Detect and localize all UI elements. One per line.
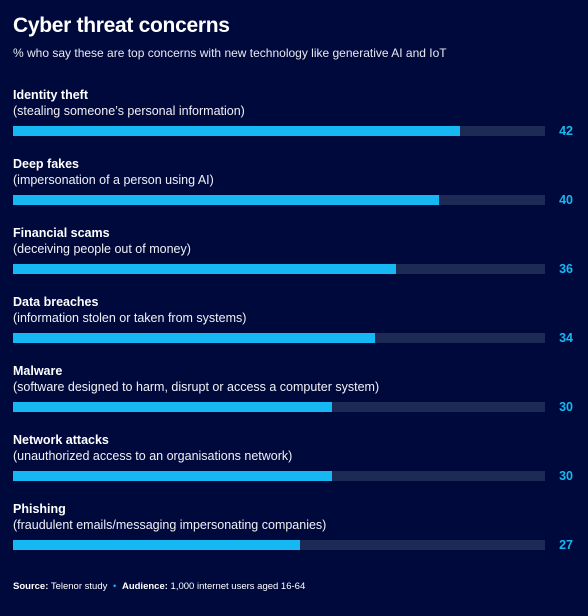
category-label: Financial scams [13, 226, 110, 240]
category-description: (stealing someone’s personal information… [13, 104, 245, 118]
bar-track [13, 540, 545, 550]
chart-subtitle: % who say these are top concerns with ne… [13, 46, 447, 60]
audience-label: Audience: [121, 581, 168, 592]
bar-value-label: 27 [559, 538, 573, 552]
category-label: Deep fakes [13, 157, 80, 171]
bar [13, 264, 397, 274]
bar-track [13, 333, 545, 343]
bar [13, 195, 439, 205]
audience-text: 1,000 internet users aged 16-64 [170, 581, 306, 592]
bar-item: Network attacks (unauthorized access to a… [13, 433, 573, 483]
bar [13, 471, 333, 481]
bar [13, 333, 375, 343]
chart-title: Cyber threat concerns [13, 14, 230, 37]
bar-value-label: 34 [559, 331, 573, 345]
bar-track [13, 471, 545, 481]
category-label: Phishing [13, 502, 66, 516]
source-label: Source: [13, 581, 49, 592]
category-label: Data breaches [13, 295, 99, 309]
bar-track [13, 126, 545, 136]
bar [13, 540, 301, 550]
bar-item: Financial scams (deceiving people out of … [13, 226, 573, 276]
bar-item: Deep fakes (impersonation of a person usi… [13, 157, 573, 207]
bar-value-label: 42 [559, 124, 573, 138]
footer-separator: • [113, 581, 117, 592]
category-description: (fraudulent emails/messaging impersonati… [13, 518, 327, 532]
bar-item: Phishing (fraudulent emails/messaging imp… [13, 502, 573, 552]
chart-footer: Source: Telenor study • Audience: 1,000 … [13, 581, 305, 592]
bar-item: Malware (software designed to harm, disru… [13, 364, 573, 414]
category-description: (unauthorized access to an organisations… [13, 449, 293, 463]
bar-value-label: 40 [559, 193, 573, 207]
bar-track [13, 195, 545, 205]
bar-value-label: 30 [559, 469, 573, 483]
category-description: (impersonation of a person using AI) [13, 173, 214, 187]
category-description: (software designed to harm, disrupt or a… [13, 380, 380, 394]
category-label: Malware [13, 364, 63, 378]
category-description: (information stolen or taken from system… [13, 311, 247, 325]
bar [13, 126, 460, 136]
bar-item: Identity theft (stealing someone’s person… [13, 88, 573, 138]
bar-value-label: 30 [559, 400, 573, 414]
category-label: Network attacks [13, 433, 109, 447]
category-description: (deceiving people out of money) [13, 242, 191, 256]
category-label: Identity theft [13, 88, 88, 102]
bar [13, 402, 333, 412]
bar-track [13, 402, 545, 412]
bar-value-label: 36 [559, 262, 573, 276]
source-text: Telenor study [50, 581, 108, 592]
bar-item: Data breaches (information stolen or take… [13, 295, 573, 345]
bar-track [13, 264, 545, 274]
